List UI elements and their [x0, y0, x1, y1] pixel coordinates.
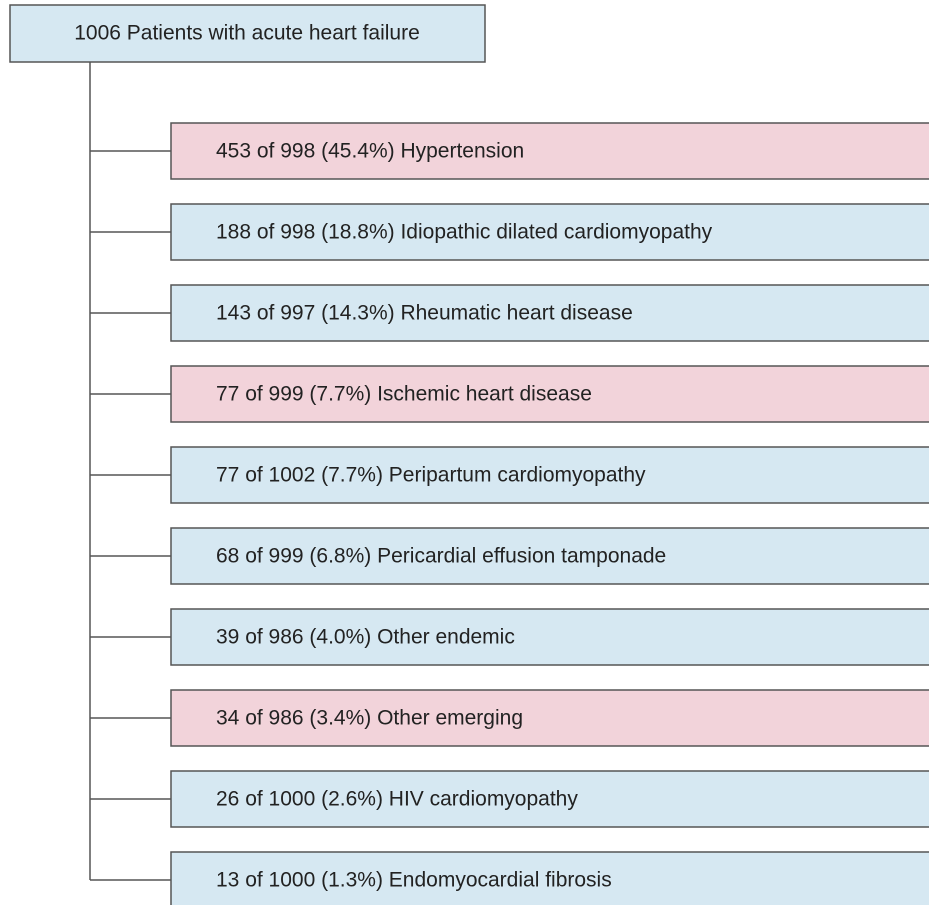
root-box: [9, 4, 486, 63]
node-box: [170, 122, 929, 180]
node-box: [170, 284, 929, 342]
node-label: 39 of 986 (4.0%) Other endemic: [216, 626, 515, 649]
node-box: [170, 365, 929, 423]
node-label: 77 of 1002 (7.7%) Peripartum cardiomyopa…: [216, 464, 646, 487]
node-box: [170, 689, 929, 747]
root-label: 1006 Patients with acute heart failure: [74, 22, 420, 45]
node-box: [170, 527, 929, 585]
node-label: 77 of 999 (7.7%) Ischemic heart disease: [216, 383, 592, 406]
node-box: [170, 446, 929, 504]
node-box: [170, 770, 929, 828]
node-label: 34 of 986 (3.4%) Other emerging: [216, 707, 523, 730]
node-label: 26 of 1000 (2.6%) HIV cardiomyopathy: [216, 788, 578, 811]
node-label: 143 of 997 (14.3%) Rheumatic heart disea…: [216, 302, 633, 325]
node-box: [170, 851, 929, 905]
node-label: 13 of 1000 (1.3%) Endomyocardial fibrosi…: [216, 869, 612, 892]
node-label: 68 of 999 (6.8%) Pericardial effusion ta…: [216, 545, 666, 568]
node-box: [170, 608, 929, 666]
node-label: 453 of 998 (45.4%) Hypertension: [216, 140, 524, 163]
node-label: 188 of 998 (18.8%) Idiopathic dilated ca…: [216, 221, 713, 244]
node-box: [170, 203, 929, 261]
